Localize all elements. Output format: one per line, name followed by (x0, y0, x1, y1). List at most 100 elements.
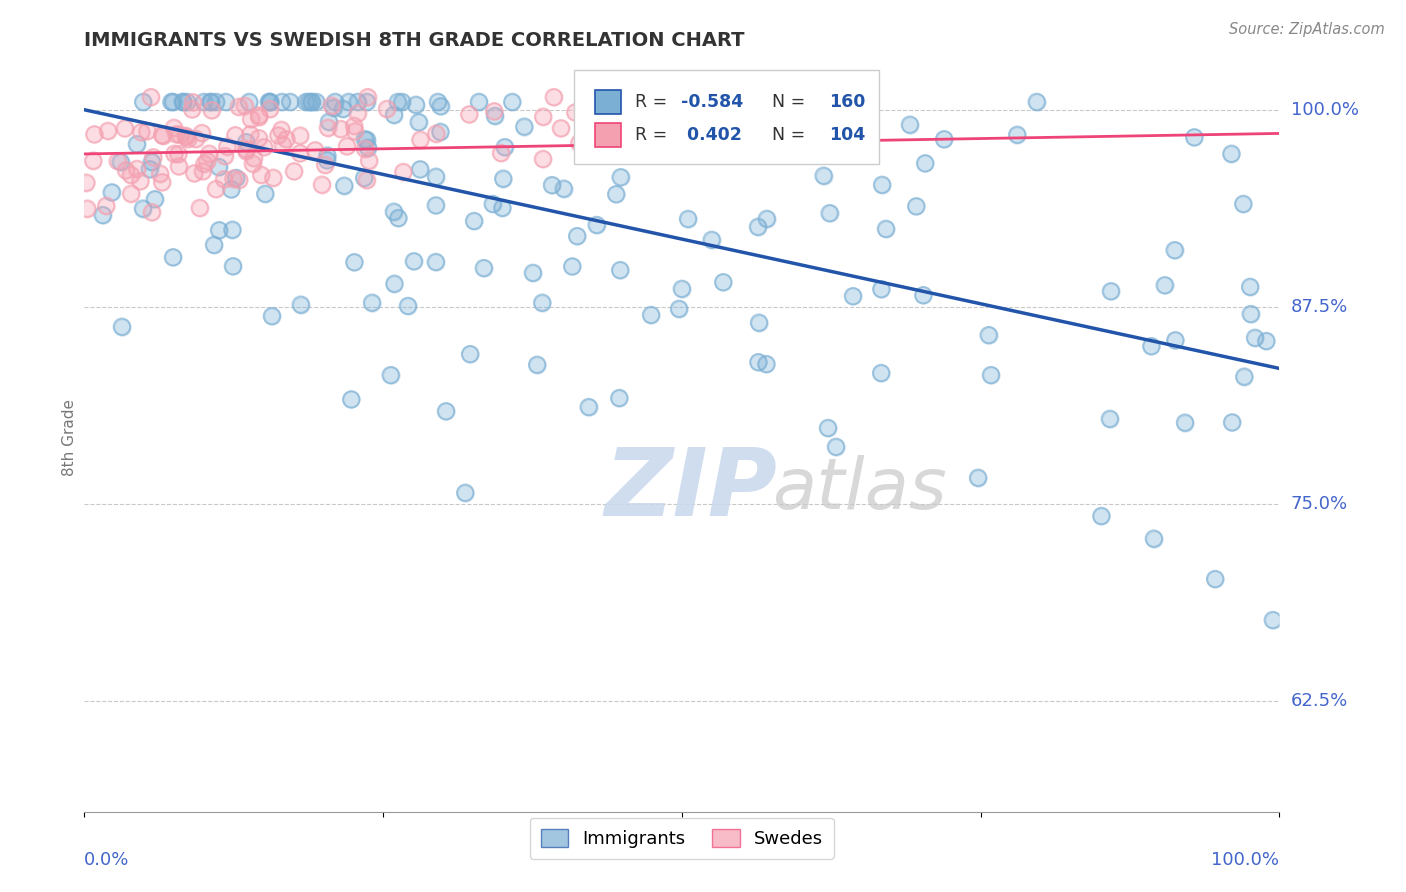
Point (75, 176, 97, 190)
Point (239, 128, 262, 142)
Text: 62.5%: 62.5% (1291, 692, 1348, 710)
Point (531, 110, 554, 124)
Point (235, 142, 257, 156)
Point (405, 97, 427, 112)
Point (357, 140, 380, 154)
Point (1240, 307, 1263, 321)
Text: Source: ZipAtlas.com: Source: ZipAtlas.com (1229, 22, 1385, 37)
Point (215, 95, 238, 109)
Point (914, 156, 936, 170)
Point (382, 108, 405, 122)
Point (842, 289, 865, 303)
Point (458, 347, 481, 361)
Point (361, 295, 384, 310)
Point (110, 155, 132, 169)
Point (76, 202, 98, 216)
Point (353, 132, 375, 146)
Point (638, 116, 661, 130)
Point (165, 128, 187, 142)
Point (346, 95, 368, 109)
Point (1240, 307, 1263, 321)
Point (125, 137, 148, 152)
Point (240, 112, 263, 127)
Point (167, 160, 190, 174)
Point (167, 160, 190, 174)
Point (254, 186, 277, 201)
Point (235, 135, 257, 149)
Point (755, 357, 778, 371)
Point (100, 186, 122, 200)
Point (1233, 369, 1256, 384)
Point (1239, 280, 1261, 294)
Point (271, 137, 294, 152)
Point (129, 125, 152, 139)
Point (141, 155, 163, 169)
Point (454, 485, 477, 500)
Point (640, 308, 662, 322)
Point (91, 208, 114, 222)
Point (425, 127, 447, 141)
Point (259, 95, 281, 109)
Point (748, 316, 770, 330)
Point (191, 164, 214, 178)
Point (550, 121, 572, 136)
Point (205, 95, 228, 109)
Point (224, 128, 246, 143)
Text: 0.402: 0.402 (681, 126, 741, 145)
Point (163, 146, 186, 161)
Point (1220, 146, 1243, 161)
Point (700, 233, 723, 247)
Point (468, 95, 491, 109)
Point (212, 172, 235, 186)
Point (825, 440, 848, 454)
Point (262, 170, 284, 185)
Point (343, 119, 366, 133)
Point (344, 124, 367, 138)
Point (458, 347, 481, 361)
Point (323, 95, 346, 109)
Point (1244, 331, 1267, 345)
Point (257, 95, 280, 109)
Point (425, 169, 447, 184)
Point (605, 187, 627, 202)
Point (543, 90, 565, 104)
Point (658, 146, 681, 161)
Point (564, 105, 586, 120)
Point (184, 132, 207, 146)
Point (267, 128, 290, 143)
Point (481, 197, 503, 211)
Point (402, 254, 425, 268)
Point (671, 282, 693, 296)
Point (711, 275, 734, 289)
Point (198, 146, 221, 161)
Point (314, 158, 336, 172)
Point (139, 90, 162, 104)
Point (316, 153, 339, 168)
Point (228, 100, 250, 114)
Point (200, 95, 222, 109)
Point (247, 108, 270, 122)
Point (898, 118, 921, 132)
Point (278, 95, 301, 109)
Point (382, 108, 405, 122)
Point (190, 126, 212, 140)
Point (142, 150, 165, 164)
Text: N =: N = (761, 126, 810, 145)
Point (522, 266, 544, 280)
Point (1261, 613, 1284, 627)
Point (553, 181, 575, 195)
Point (270, 122, 292, 136)
Point (138, 162, 160, 177)
Point (356, 90, 378, 104)
Point (276, 132, 298, 146)
Point (409, 132, 432, 146)
Point (429, 125, 451, 139)
Point (132, 95, 155, 109)
Point (162, 250, 184, 264)
Point (114, 121, 136, 136)
Point (152, 128, 174, 143)
Point (396, 299, 419, 313)
Point (149, 167, 172, 181)
Point (253, 140, 276, 154)
Point (305, 95, 328, 109)
